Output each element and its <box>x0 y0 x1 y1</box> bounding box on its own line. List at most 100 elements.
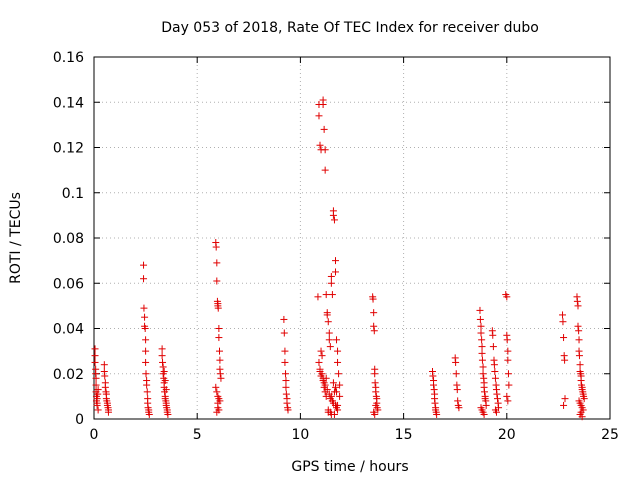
grid <box>94 57 610 419</box>
data-point <box>452 358 460 366</box>
data-point <box>479 363 487 371</box>
data-point <box>490 361 498 369</box>
data-point <box>328 397 336 405</box>
data-point <box>481 388 489 396</box>
data-point <box>327 392 335 400</box>
data-point <box>318 352 326 360</box>
data-point <box>333 388 341 396</box>
data-point <box>212 383 220 391</box>
data-point <box>101 372 109 380</box>
data-point <box>142 358 150 366</box>
data-point <box>374 406 382 414</box>
data-point <box>321 166 329 174</box>
data-point <box>430 381 438 389</box>
data-point <box>370 309 378 317</box>
data-point <box>94 406 102 414</box>
data-point <box>431 399 439 407</box>
x-tick-label: 20 <box>498 427 516 443</box>
data-point <box>323 311 331 319</box>
data-point <box>91 352 99 360</box>
data-point <box>433 410 441 418</box>
data-point <box>161 377 169 385</box>
data-point <box>145 410 153 418</box>
data-point <box>282 390 290 398</box>
y-tick-label: 0 <box>75 412 84 428</box>
data-point <box>371 379 379 387</box>
data-point <box>331 383 339 391</box>
data-point <box>159 358 167 366</box>
plot-frame <box>93 56 611 420</box>
data-point <box>371 410 379 418</box>
data-point <box>330 216 338 224</box>
data-point <box>477 329 485 337</box>
x-tick-label: 10 <box>291 427 309 443</box>
data-point <box>452 370 460 378</box>
data-point <box>283 399 291 407</box>
data-point <box>575 352 583 360</box>
data-point <box>93 395 101 403</box>
data-point <box>334 347 342 355</box>
data-point <box>214 304 222 312</box>
data-point <box>284 406 292 414</box>
data-point <box>559 311 567 319</box>
chart-title: Day 053 of 2018, Rate Of TEC Index for r… <box>161 20 539 36</box>
data-point <box>476 306 484 314</box>
data-point <box>316 141 324 149</box>
data-point <box>324 318 332 326</box>
data-point <box>326 408 334 416</box>
data-point <box>215 325 223 332</box>
data-point <box>334 358 342 366</box>
x-tick-label: 15 <box>395 427 413 443</box>
data-point <box>333 336 341 344</box>
data-point <box>480 410 488 418</box>
data-point <box>478 336 486 344</box>
data-point <box>282 370 290 378</box>
data-point <box>93 401 101 409</box>
data-point <box>455 404 463 412</box>
y-tick-label: 0.08 <box>53 231 84 247</box>
data-point <box>329 211 337 219</box>
data-point <box>142 370 150 378</box>
data-point <box>559 318 567 326</box>
data-point <box>504 347 512 355</box>
data-point <box>580 395 588 403</box>
x-tick-label: 5 <box>193 427 202 443</box>
data-point <box>215 347 223 355</box>
data-point <box>325 329 333 337</box>
data-point <box>143 381 151 389</box>
data-point <box>162 386 170 394</box>
data-point <box>574 322 582 330</box>
data-point <box>477 322 485 330</box>
data-point <box>317 372 325 380</box>
data-point <box>482 401 490 409</box>
data-point <box>213 277 221 285</box>
data-point <box>479 370 487 378</box>
data-point <box>140 275 148 283</box>
data-point <box>140 261 148 269</box>
data-point <box>453 386 461 394</box>
data-point <box>504 370 512 378</box>
data-point <box>158 345 166 353</box>
data-point <box>329 379 337 387</box>
data-point <box>212 243 220 251</box>
data-point <box>140 304 148 312</box>
data-point <box>560 401 568 409</box>
data-point <box>213 259 221 267</box>
data-point <box>504 397 512 405</box>
data-point <box>216 370 224 378</box>
data-point <box>336 381 344 389</box>
y-tick-label: 0.04 <box>53 322 84 338</box>
data-point <box>370 322 378 330</box>
data-point <box>574 302 582 310</box>
data-point <box>561 356 569 364</box>
data-point <box>322 374 330 382</box>
x-axis-label: GPS time / hours <box>291 459 408 475</box>
data-point <box>281 358 289 366</box>
axis-ticks <box>93 56 611 420</box>
data-point <box>561 395 569 403</box>
data-point <box>335 370 343 378</box>
data-point <box>503 392 511 400</box>
data-point <box>372 401 380 409</box>
data-point <box>320 125 328 133</box>
